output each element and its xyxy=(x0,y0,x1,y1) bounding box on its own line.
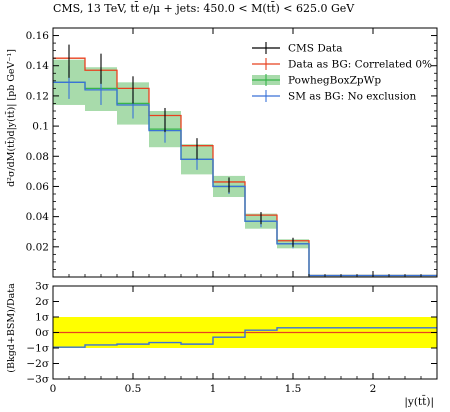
y-tick-label: 0.16 xyxy=(26,30,50,42)
ratio-y-tick-label: 2σ xyxy=(35,296,49,308)
ratio-y-tick-label: −1σ xyxy=(26,343,49,355)
y-tick-label: 0.06 xyxy=(26,181,50,193)
y-tick-label: 0.12 xyxy=(26,90,49,102)
legend-entry-cms-data: CMS Data xyxy=(288,43,342,55)
x-tick-label: 0.5 xyxy=(125,383,142,395)
ratio-y-tick-label: −3σ xyxy=(26,374,49,386)
ratio-series-line xyxy=(53,327,437,348)
x-tick-label: 2 xyxy=(370,383,377,395)
x-tick-label: 1.5 xyxy=(285,383,302,395)
x-tick-label: 0 xyxy=(50,383,57,395)
y-axis-label: d²σ/dM(tt̄)d|y(tt̄)| [pb GeV⁻¹] xyxy=(5,49,17,187)
ratio-y-tick-label: 0σ xyxy=(35,327,49,339)
y-tick-label: 0.02 xyxy=(26,241,49,253)
y-tick-label: 0.14 xyxy=(26,60,50,72)
y-tick-label: 0.1 xyxy=(32,121,49,133)
legend: CMS Data Data as BG: Correlated 0% PowhegB… xyxy=(252,42,432,103)
legend-entry-sm-as-bg: SM as BG: No exclusion xyxy=(288,91,416,103)
y-tick-label: 0.04 xyxy=(26,211,50,223)
ratio-y-ticks: 3σ 2σ 1σ 0σ −1σ −2σ −3σ xyxy=(26,281,437,386)
ratio-y-tick-label: 1σ xyxy=(35,312,49,324)
chart-title: CMS, 13 TeV, tt̄ e/μ + jets: 450.0 < M(t… xyxy=(53,2,355,15)
legend-entry-data-as-bg: Data as BG: Correlated 0% xyxy=(288,59,432,71)
ratio-y-tick-label: −2σ xyxy=(26,358,49,370)
main-y-ticks: 0.02 0.04 0.06 0.08 0.1 0.12 0.14 0.16 xyxy=(26,30,437,270)
error-bar-layer xyxy=(68,44,294,249)
x-tick-label: 1 xyxy=(210,383,217,395)
x-axis-label: |y(tt̄)| xyxy=(404,395,434,409)
main-x-ticks xyxy=(52,28,422,277)
ratio-y-tick-label: 3σ xyxy=(35,281,49,293)
legend-entry-powheg: PowhegBoxZpWp xyxy=(288,75,381,87)
ratio-plot: 3σ 2σ 1σ 0σ −1σ −2σ −3σ 0 0.5 1 1.5 2 xyxy=(26,281,438,395)
ratio-y-axis-label: (Bkgd+BSM)/Data xyxy=(6,283,17,373)
y-tick-label: 0.08 xyxy=(26,151,49,163)
ratio-x-ticks: 0 0.5 1 1.5 2 xyxy=(50,286,422,395)
main-plot: 0.02 0.04 0.06 0.08 0.1 0.12 0.14 0.16 xyxy=(26,27,438,278)
